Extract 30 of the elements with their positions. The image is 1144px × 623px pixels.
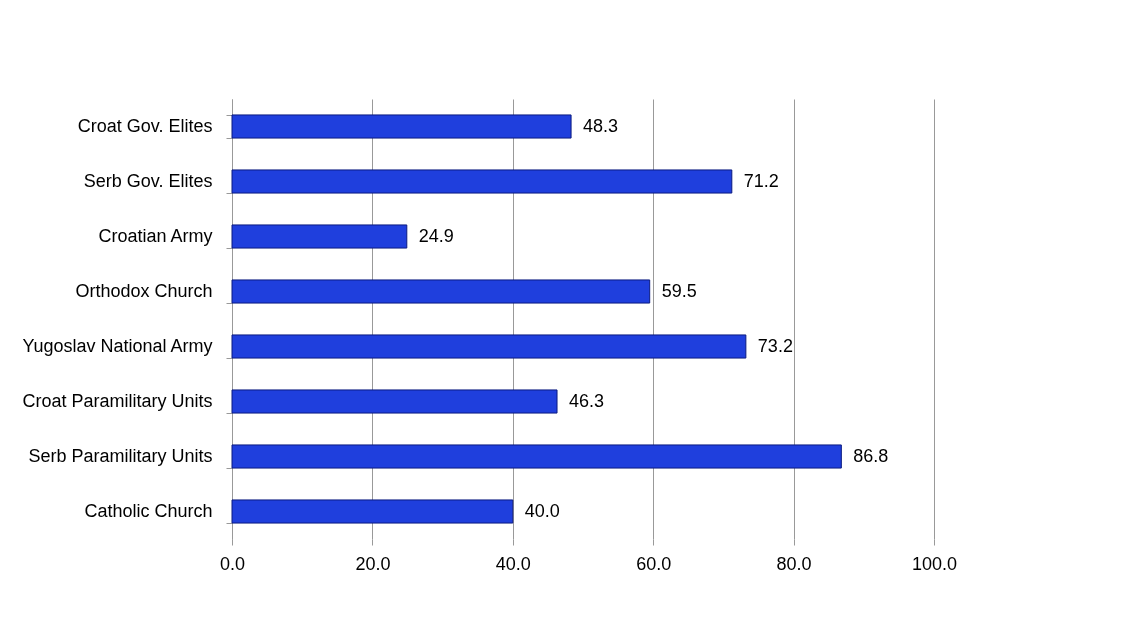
x-tick-label: 0.0 [219,553,246,574]
data-label: 86.8 [853,445,889,466]
x-tick-label: 100.0 [911,553,958,574]
x-tick-label: 20.0 [355,553,391,574]
bar [231,499,514,524]
bar [231,334,747,359]
bar [231,279,651,304]
bar [231,444,842,469]
y-tick-label: Croat Gov. Elites [77,116,213,136]
x-tick-label: 40.0 [495,553,531,574]
data-label: 24.9 [418,225,454,246]
data-label: 46.3 [569,390,605,411]
x-tick-label: 80.0 [776,553,812,574]
bar [231,169,733,194]
bar [231,114,572,139]
bar [231,389,558,414]
data-label: 40.0 [524,500,560,521]
y-tick-label: Orthodox Church [75,281,213,301]
data-label: 48.3 [583,115,619,136]
bar [231,224,408,249]
y-tick-label: Catholic Church [84,501,213,521]
x-tick-label: 60.0 [636,553,672,574]
data-label: 73.2 [757,335,793,356]
y-tick-label: Serb Gov. Elites [83,171,213,191]
y-tick-label: Serb Paramilitary Units [28,446,213,466]
y-tick-label: Yugoslav National Army [22,336,213,356]
data-label: 59.5 [661,280,697,301]
data-label: 71.2 [743,170,779,191]
y-tick-label: Croat Paramilitary Units [22,391,213,411]
y-tick-label: Croatian Army [98,226,213,246]
